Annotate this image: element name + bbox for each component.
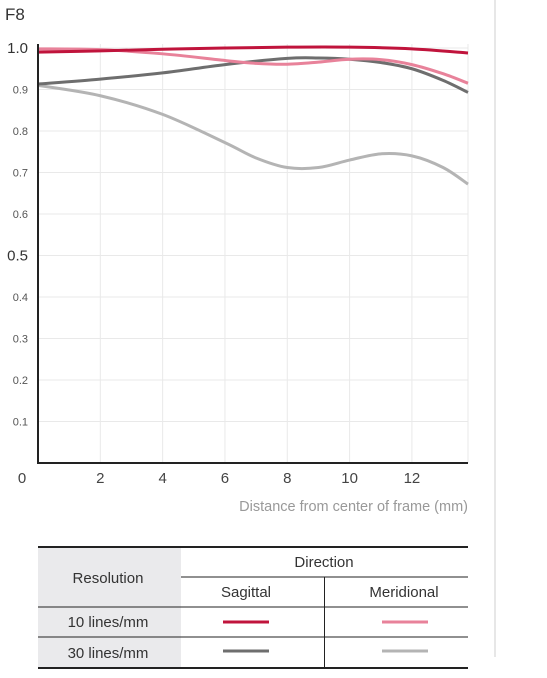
y-tick-labels: 0 0.1 0.2 0.3 0.4 0.5 0.6 0.7 0.8 0.9 1.0 — [7, 40, 28, 487]
series-line-2 — [37, 56, 469, 94]
y-tick-label: 0.8 — [13, 126, 28, 138]
legend-row1-label: 10 lines/mm — [68, 614, 149, 631]
legend-sagittal-header: Sagittal — [221, 584, 271, 601]
legend-row1-label-bg — [38, 607, 181, 637]
legend-resolution-header: Resolution — [73, 570, 144, 587]
legend-direction-header: Direction — [294, 554, 353, 571]
y-tick-label: 0.7 — [13, 168, 28, 180]
legend-resolution-header-bg — [38, 547, 181, 607]
x-tick-label: 4 — [158, 470, 166, 487]
legend-row2-label-bg — [38, 637, 181, 668]
y-tick-label: 0.3 — [13, 334, 28, 346]
legend-row2-label: 30 lines/mm — [68, 645, 149, 662]
y-tick-label: 0.1 — [13, 417, 28, 429]
y-origin-label: 0 — [18, 470, 26, 487]
chart-title: F8 — [5, 5, 25, 24]
series-line-0 — [37, 45, 469, 55]
axes-layer — [37, 44, 468, 464]
x-tick-label: 6 — [221, 470, 229, 487]
x-tick-labels: 2 4 6 8 10 12 — [96, 470, 420, 487]
x-axis-title: Distance from center of frame (mm) — [239, 499, 468, 515]
series-layer — [37, 45, 469, 186]
x-tick-label: 10 — [341, 470, 358, 487]
series-line-3 — [37, 83, 469, 186]
y-tick-label: 0.6 — [13, 209, 28, 221]
series-line-1 — [37, 47, 469, 85]
y-tick-label: 1.0 — [7, 40, 28, 57]
y-tick-label: 0.5 — [7, 248, 28, 265]
y-tick-label: 0.4 — [13, 292, 28, 304]
x-tick-label: 8 — [283, 470, 291, 487]
x-tick-label: 12 — [404, 470, 421, 487]
grid-layer — [38, 44, 469, 463]
y-tick-label: 0.9 — [13, 85, 28, 97]
legend-meridional-header: Meridional — [369, 584, 438, 601]
x-tick-label: 2 — [96, 470, 104, 487]
legend-table: Resolution Direction Sagittal Meridional… — [38, 546, 468, 669]
y-tick-label: 0.2 — [13, 375, 28, 387]
